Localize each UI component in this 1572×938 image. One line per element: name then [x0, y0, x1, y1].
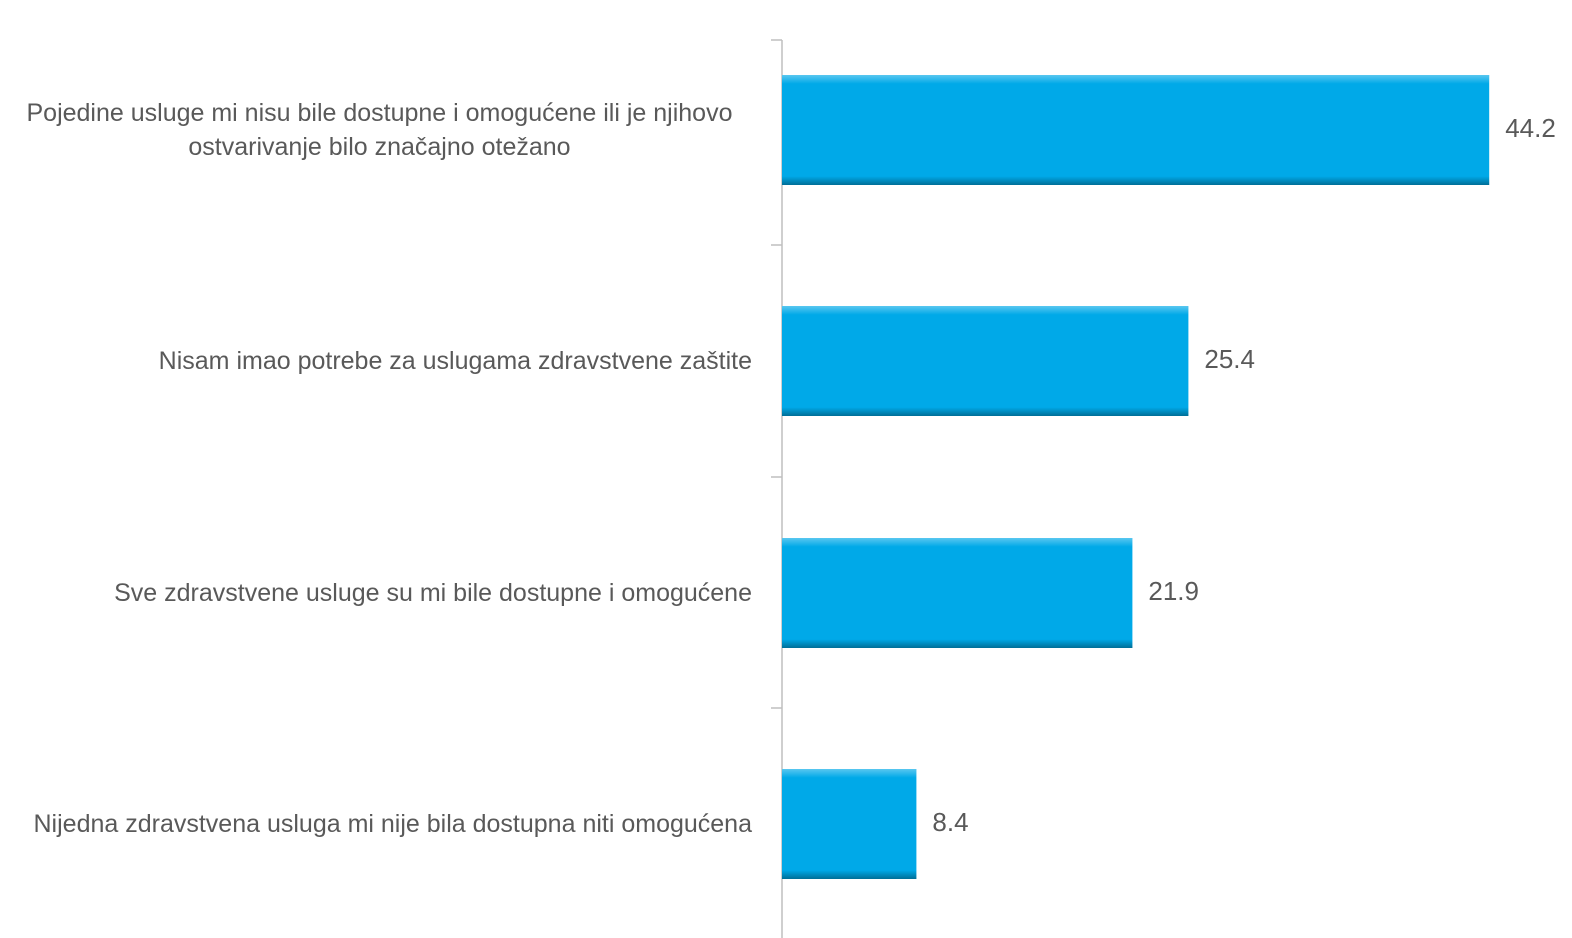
value-label: 8.4: [932, 807, 968, 837]
bar-bevel: [782, 538, 1133, 648]
bar-bevel: [782, 769, 917, 879]
bar-bevel: [782, 75, 1490, 185]
category-text: Nijedna zdravstvena usluga mi nije bila …: [33, 810, 753, 838]
axis: [771, 39, 783, 938]
bar-bevel: [782, 306, 1189, 416]
value-label: 44.2: [1505, 113, 1556, 143]
category-text: Pojedine usluge mi nisu bile dostupne i …: [26, 99, 733, 161]
value-label: 21.9: [1148, 576, 1199, 606]
category-text: Sve zdravstvene usluge su mi bile dostup…: [114, 579, 752, 607]
category-text: Nisam imao potrebe za uslugama zdravstve…: [158, 347, 752, 375]
category-label: Nijedna zdravstvena usluga mi nije bila …: [0, 807, 753, 841]
category-label: Nisam imao potrebe za uslugama zdravstve…: [0, 344, 752, 378]
category-label: Pojedine usluge mi nisu bile dostupne i …: [0, 96, 752, 164]
value-label: 25.4: [1204, 344, 1255, 374]
category-label: Sve zdravstvene usluge su mi bile dostup…: [0, 576, 752, 610]
